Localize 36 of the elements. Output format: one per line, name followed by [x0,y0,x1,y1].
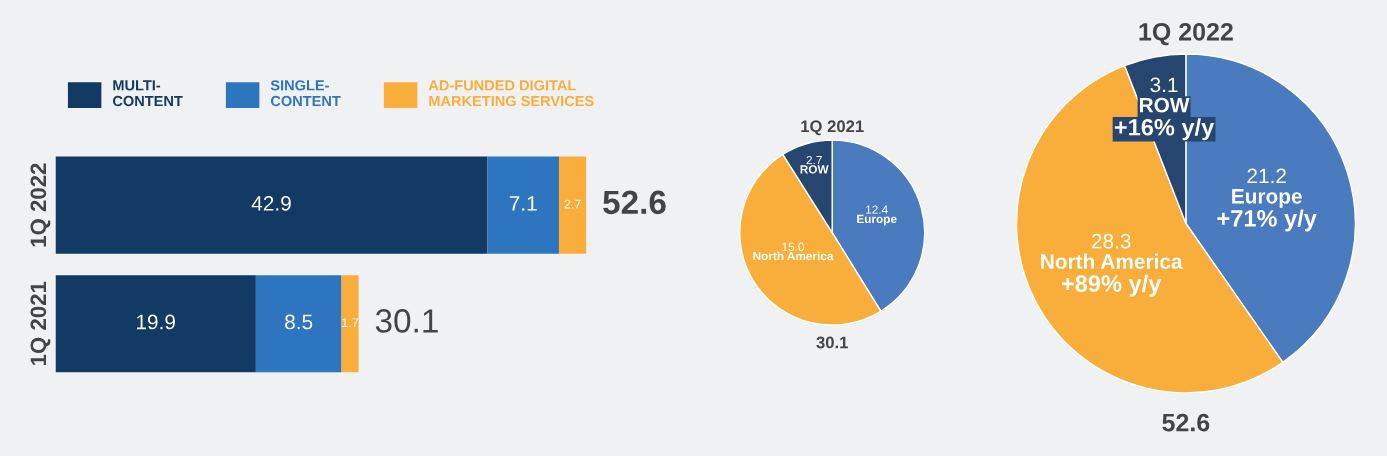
legend-label: MULTI-CONTENT [112,80,183,107]
data-label: 8.5 [285,314,313,330]
legend-label: AD-FUNDED DIGITAL MARKETING SERVICES [428,80,594,107]
text: 52.6 [1162,413,1210,432]
data-label: 2.7 [564,199,581,209]
slice-label: North America [1041,253,1183,269]
bar [487,156,559,254]
text: 30.1 [816,336,848,349]
chart-title: 1Q 2021 [801,120,864,136]
bar [341,275,359,373]
total-label: 52.6 [603,190,666,215]
data-label: 3.1 [1150,77,1178,93]
slice-label: Europe [857,214,897,226]
chart-title: 1Q 2022 [1139,22,1233,46]
bar [558,156,587,254]
text: +71% y/y [1217,209,1317,232]
data-label: 28.3 [1091,233,1131,249]
slice-label: Europe [1232,189,1302,208]
data-label: 19.9 [136,314,175,330]
bar [55,156,488,254]
slice-label: ROW [1139,97,1190,113]
bar [55,275,256,373]
data-label: 42.9 [251,196,291,211]
data-label: 7.1 [509,196,537,211]
total-label: 30.1 [375,309,438,333]
bar [255,275,342,373]
text: +16% y/y [1114,118,1215,141]
data-label: 2.7 [806,155,822,165]
data-label: 21.2 [1247,168,1286,184]
legend-label: SINGLE-CONTENT [270,80,341,107]
data-label: 12.4 [866,205,888,214]
text: +89% y/y [1061,274,1162,297]
slice-label: North America [753,251,834,261]
data-label: 15.0 [782,242,805,251]
data-label: 1.7 [342,318,359,327]
slice-label: ROW [800,165,829,174]
